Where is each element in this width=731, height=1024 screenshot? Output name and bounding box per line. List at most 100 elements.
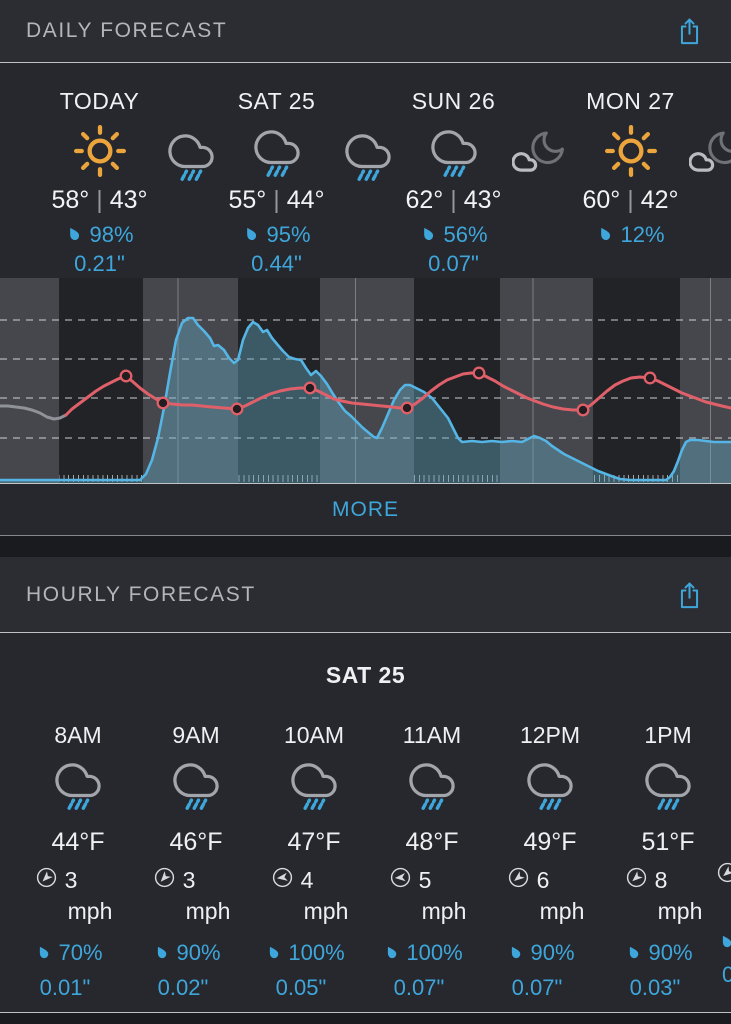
wind-direction-icon [35,866,58,895]
wind-speed: 4 [300,867,314,893]
hourly-column[interactable]: 10AM 47°F 4 mph 100% 0.05" [255,722,373,1001]
wind-unit: mph [657,898,703,924]
droplet-icon [419,222,436,248]
temperature-precip-chart [0,278,731,483]
high-temp: 62° [405,186,444,214]
wind-speed: 3 [64,867,78,893]
hour-label: 12PM [519,722,581,748]
hourly-column[interactable]: 9AM 46°F 3 mph 90% 0.02" [137,722,255,1001]
share-button[interactable] [674,578,705,612]
day-label: TODAY [59,88,140,114]
hour-temp: 49°F [523,828,577,856]
wind-direction-icon [271,866,294,895]
hour-precip-amount: 0.01" [39,975,91,1000]
hour-precip-chance: 90% [600,940,718,966]
low-temp: 42° [640,186,679,214]
hourly-forecast-card: HOURLY FORECAST SAT 25 8AM 44°F 3 mph 70… [0,557,731,1012]
cloud-moon-icon [511,128,568,173]
hour-wind: 6 mph [491,866,609,925]
wind-unit: mph [539,898,585,924]
hour-precip-chance: 100% [246,940,364,966]
day-precip-chance: 56% [365,222,542,248]
hourly-forecast-body: SAT 25 8AM 44°F 3 mph 70% 0.01" 9AM 46°F [0,633,731,1012]
cloud-rain-icon [255,757,373,814]
day-precip-chance: 98% [11,222,188,248]
hour-precip-amount: 0.03" [629,975,681,1000]
daily-forecast-header: DAILY FORECAST [0,0,731,63]
wind-direction-icon [716,861,731,884]
day-high-low-temps: 58° | 43° [11,186,188,215]
cloud-rain-icon [430,124,477,180]
droplet-icon [265,940,281,966]
droplet-icon [35,940,51,966]
hour-wind: 5 mph [373,866,491,925]
hourly-forecast-title: HOURLY FORECAST [26,582,256,606]
hour-wind: 3 mph [19,866,137,925]
day-precip-amount: 0.07" [428,251,479,276]
hour-label: 8AM [54,722,102,748]
wind-unit: mph [185,898,231,924]
hour-precip-chance: 100% [364,940,482,966]
droplet-icon [65,222,82,248]
cloud-rain-icon [491,757,609,814]
high-temp: 55° [228,186,267,214]
forecast-chart[interactable] [0,278,731,483]
hour-precip-chance: 90% [128,940,246,966]
droplet-icon [153,940,169,966]
hour-temp: 51°F [641,828,695,856]
cloud-rain-icon [345,128,391,184]
hour-wind: 8 mph [609,866,727,925]
high-temp: 58° [51,186,90,214]
temp-separator: | [273,186,280,214]
hour-label: 10AM [283,722,345,748]
daily-day-column[interactable]: TODAY 58° | 43° 98% 0.21" [11,63,214,278]
hourly-column[interactable]: 11AM 48°F 5 mph 100% 0.07" [373,722,491,1001]
cloud-rain-icon [19,757,137,814]
more-button[interactable]: MORE [0,483,731,536]
droplet-icon [242,222,259,248]
wind-direction-icon [153,866,176,895]
wind-speed: 6 [536,867,550,893]
droplet-icon [507,940,523,966]
high-temp: 60° [582,186,621,214]
daily-day-column[interactable]: MON 27 60° | 42° 12% [542,63,731,278]
cloud-rain-icon [609,757,727,814]
wind-speed: 8 [654,867,668,893]
temp-separator: | [627,186,634,214]
hour-wind: 3 mph [137,866,255,925]
cloud-rain-icon [373,757,491,814]
hour-temp: 46°F [169,828,223,856]
day-precip-chance: 95% [188,222,365,248]
bottom-divider [0,1012,731,1024]
wind-direction-icon [625,866,648,895]
share-button[interactable] [674,14,705,48]
droplet-icon [596,222,613,248]
share-icon [676,582,703,613]
daily-forecast-card: DAILY FORECAST TODAY 58° | 43° 98% 0.21" S… [0,0,731,536]
wind-direction-icon [389,866,412,895]
daily-day-column[interactable]: SUN 26 62° | 43° 56% 0.07" [365,63,564,278]
day-high-low-temps: 62° | 43° [365,186,542,215]
daily-forecast-grid: TODAY 58° | 43° 98% 0.21" SAT 25 55° | 44° [0,63,731,278]
hourly-date-label: SAT 25 [325,662,406,688]
temp-separator: | [450,186,457,214]
day-high-low-temps: 55° | 44° [188,186,365,215]
hourly-column[interactable]: 1PM 51°F 8 mph 90% 0.03" [609,722,727,1001]
day-precip-amount: 0.21" [74,251,125,276]
hour-temp: 47°F [287,828,341,856]
sun-icon [73,124,127,178]
hour-temp: 48°F [405,828,459,856]
hour-precip-amount: 0. [722,962,731,987]
hour-temp: 44°F [51,828,105,856]
hourly-column[interactable]: 8AM 44°F 3 mph 70% 0.01" [19,722,137,1001]
hour-precip-chance: 70% [10,940,128,966]
hourly-grid: 8AM 44°F 3 mph 70% 0.01" 9AM 46°F 3 [0,722,731,1001]
daily-day-column[interactable]: SAT 25 55° | 44° 95% 0.44" [188,63,391,278]
low-temp: 43° [463,186,502,214]
wind-speed: 5 [418,867,432,893]
sun-icon [604,124,658,178]
wind-direction-icon [507,866,530,895]
low-temp: 43° [109,186,148,214]
hourly-column[interactable]: 12PM 49°F 6 mph 90% 0.07" [491,722,609,1001]
hour-wind: 4 mph [255,866,373,925]
